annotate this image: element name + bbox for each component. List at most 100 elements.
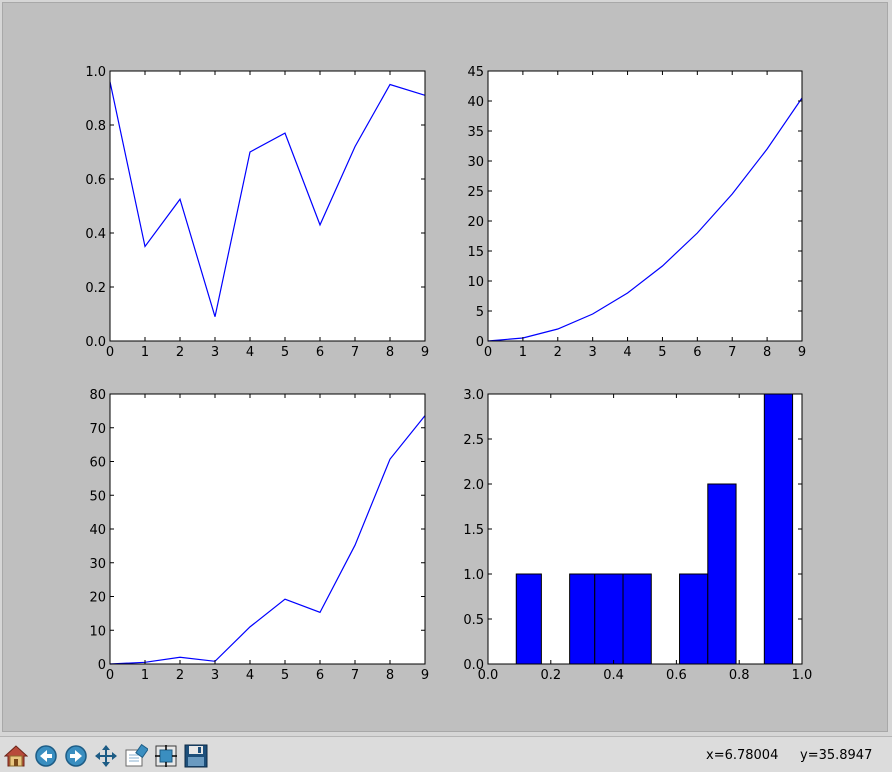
x-tick-label: 1.0 — [792, 668, 813, 683]
plots-svg: 0 1 2 3 4 5 6 7 8 90.00.20.40.60.81.00 1 2 3 4 5 6 7 8 905… — [85, 65, 812, 683]
x-tick-label: 8 — [386, 345, 394, 360]
floppy-disk-icon — [184, 744, 207, 767]
forward-button[interactable] — [62, 742, 89, 769]
y-tick-label: 1.0 — [85, 65, 106, 80]
histogram-bar — [622, 573, 652, 665]
x-tick-label: 2 — [176, 345, 184, 360]
x-tick-label: 5 — [281, 345, 289, 360]
y-tick-label: 80 — [89, 388, 106, 403]
axes-background — [110, 394, 425, 664]
y-tick-label: 0.5 — [463, 613, 484, 628]
x-tick-label: 4 — [246, 668, 254, 683]
x-tick-label: 6 — [693, 345, 701, 360]
histogram-bar — [707, 483, 737, 665]
histogram-bar — [763, 393, 794, 665]
home-button[interactable] — [2, 742, 29, 769]
pan-button[interactable] — [92, 742, 119, 769]
x-tick-label: 7 — [728, 345, 736, 360]
y-tick-label: 0.2 — [85, 281, 106, 296]
x-tick-label: 8 — [763, 345, 771, 360]
y-tick-label: 60 — [89, 456, 106, 471]
x-tick-label: 6 — [316, 668, 324, 683]
series-line — [109, 415, 426, 665]
zoom-button[interactable] — [122, 742, 149, 769]
y-tick-label: 0 — [476, 335, 484, 350]
y-tick-label: 0.8 — [85, 119, 106, 134]
series-line — [487, 97, 803, 342]
y-tick-label: 0.0 — [85, 335, 106, 350]
x-tick-label: 1 — [141, 668, 149, 683]
figure-window: 0 1 2 3 4 5 6 7 8 9 0.0 0.2 0.4 0.6 0.8 1.0 0 1 2 3 4 5 6 7 8 9 0 5… — [2, 2, 888, 732]
subplot-3: 0 1 2 3 4 5 6 7 8 9 0 10 20 30 40 50 60 70 80 — [89, 388, 429, 683]
series-line — [109, 81, 426, 317]
arrow-right-icon — [64, 744, 87, 767]
y-tick-label: 2.0 — [463, 478, 484, 493]
histogram-bar — [679, 573, 709, 665]
x-tick-label: 6 — [316, 345, 324, 360]
axes-frame — [109, 393, 426, 665]
y-tick-label: 5 — [476, 305, 484, 320]
y-tick-label: 35 — [467, 125, 484, 140]
subplots-button[interactable] — [152, 742, 179, 769]
x-tick-label: 0.8 — [729, 668, 750, 683]
x-tick-label: 0.0 — [478, 668, 499, 683]
subplot-4: 0.0 0.2 0.4 0.6 0.8 1.0 0.0 0.5 1.0 1.5 2.0 2.5 3.0 — [463, 388, 812, 683]
home-icon — [3, 744, 28, 766]
y-tick-label: 0.0 — [463, 658, 484, 673]
x-tick-label: 7 — [351, 345, 359, 360]
axes-frame — [109, 70, 426, 342]
y-tick-label: 30 — [467, 155, 484, 170]
x-tick-label: 0 — [484, 345, 492, 360]
histogram-bar — [594, 573, 624, 665]
x-tick-label: 0 — [106, 345, 114, 360]
histogram-bar — [515, 573, 542, 665]
y-tick-label: 10 — [89, 624, 106, 639]
y-tick-label: 0 — [98, 658, 106, 673]
arrow-left-icon — [34, 744, 57, 767]
y-tick-label: 0.6 — [85, 173, 106, 188]
x-tick-label: 7 — [351, 668, 359, 683]
x-tick-label: 0 — [106, 668, 114, 683]
save-button[interactable] — [182, 742, 209, 769]
x-tick-label: 9 — [421, 668, 429, 683]
x-tick-label: 4 — [623, 345, 631, 360]
axes-frame — [487, 393, 803, 665]
cursor-x-readout: x=6.78004 — [706, 748, 779, 763]
x-tick-label: 2 — [554, 345, 562, 360]
configure-subplots-icon — [154, 744, 177, 767]
y-tick-label: 40 — [467, 95, 484, 110]
y-tick-label: 1.5 — [463, 523, 484, 538]
x-tick-label: 1 — [519, 345, 527, 360]
x-tick-label: 3 — [211, 668, 219, 683]
x-tick-label: 9 — [798, 345, 806, 360]
x-tick-label: 5 — [281, 668, 289, 683]
x-tick-label: 4 — [246, 345, 254, 360]
zoom-rect-icon — [125, 743, 148, 766]
y-tick-label: 50 — [89, 489, 106, 504]
x-tick-label: 8 — [386, 668, 394, 683]
y-tick-label: 2.5 — [463, 433, 484, 448]
axes-background — [488, 71, 802, 341]
y-tick-label: 1.0 — [463, 568, 484, 583]
y-tick-label: 3.0 — [463, 388, 484, 403]
x-tick-label: 3 — [589, 345, 597, 360]
back-button[interactable] — [32, 742, 59, 769]
subplot-1: 0 1 2 3 4 5 6 7 8 9 0.0 0.2 0.4 0.6 0.8 1.0 — [85, 65, 429, 360]
navigation-toolbar: x=6.78004 y=35.8947 — [0, 736, 892, 772]
y-tick-label: 45 — [467, 65, 484, 80]
y-tick-label: 30 — [89, 557, 106, 572]
cursor-y-readout: y=35.8947 — [800, 748, 873, 763]
y-tick-label: 15 — [467, 245, 484, 260]
y-tick-label: 20 — [467, 215, 484, 230]
x-tick-label: 0.2 — [540, 668, 561, 683]
axes-background — [110, 71, 425, 341]
y-tick-label: 0.4 — [85, 227, 106, 242]
histogram-bar — [569, 573, 596, 665]
x-tick-label: 0.4 — [603, 668, 624, 683]
x-tick-label: 3 — [211, 345, 219, 360]
y-tick-label: 10 — [467, 275, 484, 290]
y-tick-label: 70 — [89, 422, 106, 437]
axes-frame — [487, 70, 803, 342]
move-icon — [94, 744, 117, 767]
x-tick-label: 1 — [141, 345, 149, 360]
